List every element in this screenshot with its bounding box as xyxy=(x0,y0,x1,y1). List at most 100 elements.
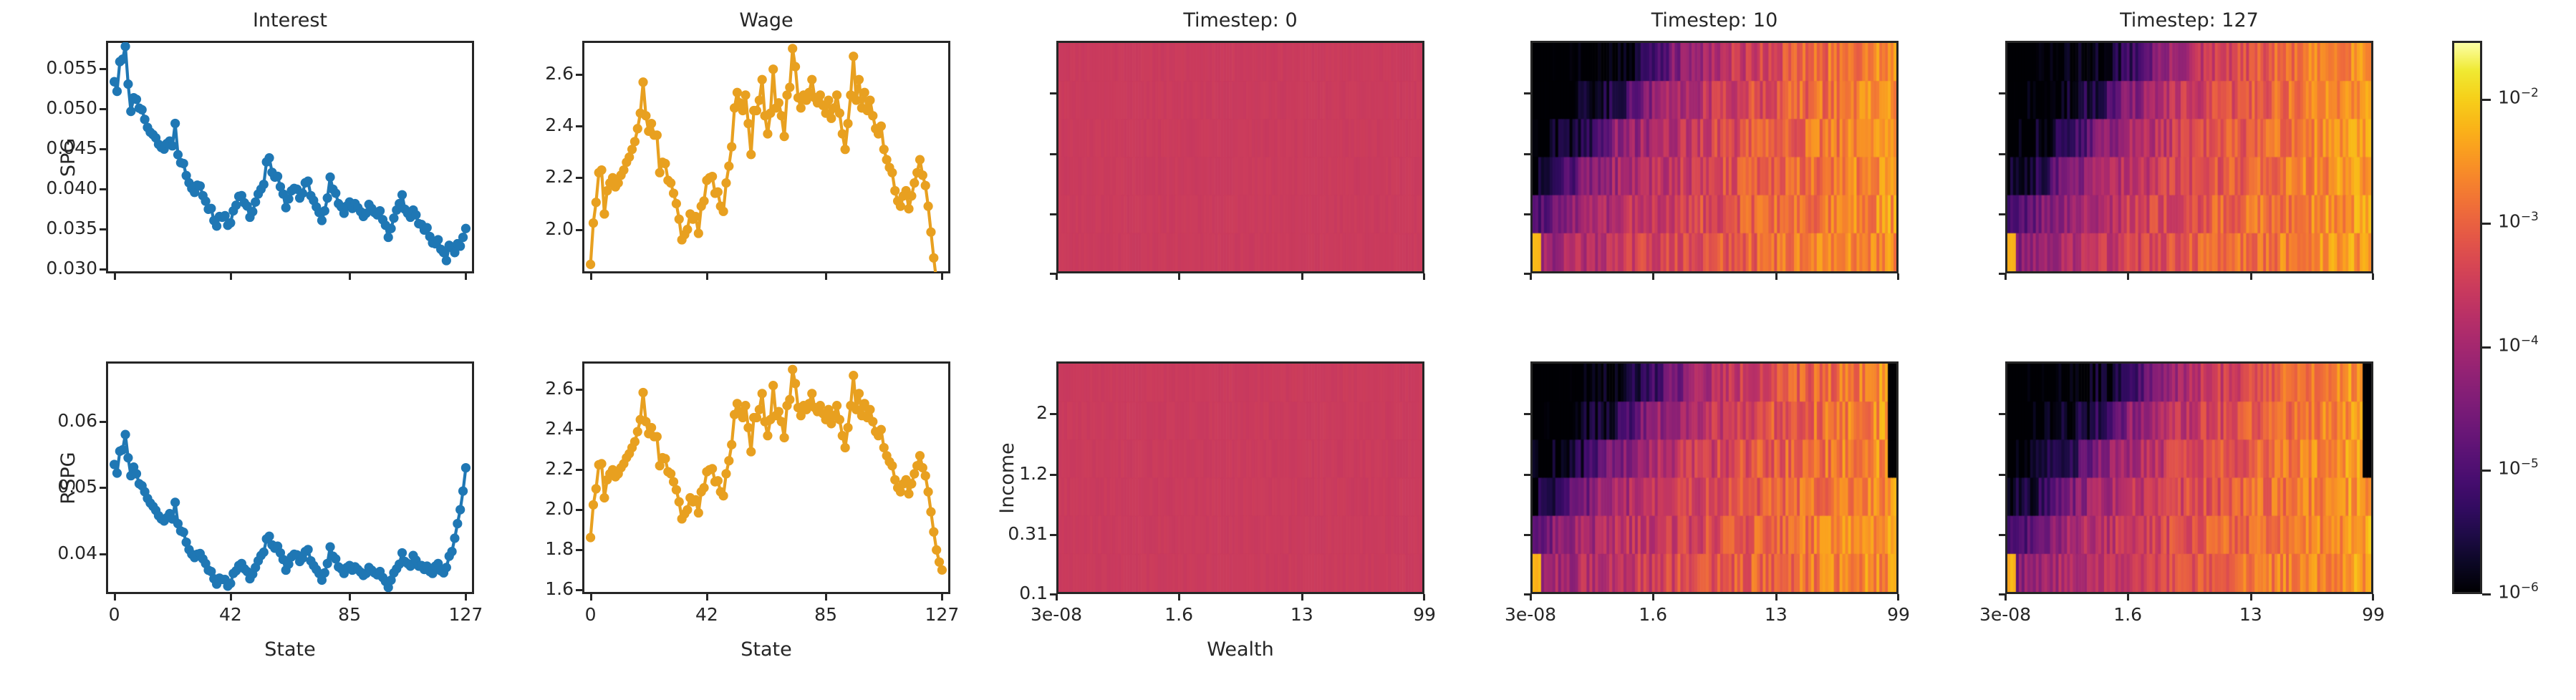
colorbar-tick-base: 10 xyxy=(2498,210,2521,232)
wage_rspg-ytick-label: 2.0 xyxy=(545,498,574,520)
colorbar-tick-mark xyxy=(2482,99,2491,102)
heat_t0_top-panel xyxy=(1056,41,1424,273)
interest_spg-ytick-label: 0.045 xyxy=(46,137,97,159)
colorbar-tick-label: 10−4 xyxy=(2498,334,2539,355)
interest_spg-ytick-mark xyxy=(100,188,106,191)
interest_spg-ytick-mark xyxy=(100,108,106,111)
wage_rspg-xtick-label: 127 xyxy=(925,604,960,625)
wage_spg-ytick-label: 2.6 xyxy=(545,62,574,84)
wage_spg-title: Wage xyxy=(739,9,793,31)
wage_spg-xtick-mark xyxy=(825,273,828,280)
colorbar-tick-base: 10 xyxy=(2498,334,2521,356)
colorbar-tick-exponent: −6 xyxy=(2520,580,2539,595)
interest_rspg-ytick-mark xyxy=(100,553,106,556)
wage_rspg-ytick-label: 2.2 xyxy=(545,458,574,480)
colorbar-tick-exponent: −2 xyxy=(2520,86,2539,101)
interest_rspg-ytick-label: 0.06 xyxy=(57,409,97,431)
heat_t0_top-xtick-mark xyxy=(1056,273,1058,280)
heat_t127_top-xtick-mark xyxy=(2249,273,2252,280)
interest_rspg-ytick-mark xyxy=(100,487,106,490)
interest_spg-ytick-mark xyxy=(100,228,106,231)
interest_spg-ytick-label: 0.030 xyxy=(46,258,97,279)
heat_t0_bottom-ytick-mark xyxy=(1050,534,1056,537)
interest_spg-xtick-mark xyxy=(113,273,116,280)
wage_spg-xtick-mark xyxy=(589,273,592,280)
heat_t10_bottom-xtick-label: 13 xyxy=(1764,604,1788,625)
heat_t127_bottom-panel xyxy=(2005,361,2373,594)
interest_spg-ytick-label: 0.050 xyxy=(46,97,97,119)
interest_spg-xtick-mark xyxy=(229,273,232,280)
heat_t0_bottom-ytick-label: 1.2 xyxy=(1019,462,1048,484)
heat_t127_bottom-xtick-label: 99 xyxy=(2362,604,2385,625)
interest_spg-ytick-label: 0.040 xyxy=(46,178,97,199)
interest_rspg-xtick-mark xyxy=(465,594,468,601)
wage_rspg-xtick-label: 85 xyxy=(814,604,837,625)
colorbar-tick-base: 10 xyxy=(2498,457,2521,479)
heat_t127_top-heatmap-image xyxy=(2007,43,2371,271)
wage_rspg-ytick-mark xyxy=(576,469,582,472)
heat_t10_bottom-heatmap-image xyxy=(1533,364,1896,592)
heat_t127_top-xtick-mark xyxy=(2372,273,2374,280)
colorbar-gradient xyxy=(2454,43,2480,592)
heat_t10_bottom-panel xyxy=(1530,361,1899,594)
wage_rspg-ytick-mark xyxy=(576,389,582,392)
heat_t0_top-ytick-mark xyxy=(1050,152,1056,155)
interest_spg-ytick-mark xyxy=(100,148,106,151)
interest_rspg-xtick-label: 0 xyxy=(108,604,120,625)
colorbar-tick-exponent: −4 xyxy=(2520,333,2539,348)
wage_spg-ytick-label: 2.4 xyxy=(545,115,574,136)
heat_t10_top-xtick-mark xyxy=(1775,273,1777,280)
wage_spg-ytick-mark xyxy=(576,73,582,76)
heat_t10_bottom-ytick-mark xyxy=(1524,534,1530,537)
interest_rspg-xtick-mark xyxy=(113,594,116,601)
heat_t10_bottom-xtick-mark xyxy=(1652,594,1655,601)
interest_rspg-xtick-mark xyxy=(349,594,352,601)
interest_spg-ytick-label: 0.035 xyxy=(46,218,97,239)
heat_t0_top-xtick-mark xyxy=(1178,273,1181,280)
wage_rspg-ytick-mark xyxy=(576,549,582,552)
heat_t0_bottom-panel xyxy=(1056,361,1424,594)
interest_spg-xtick-mark xyxy=(465,273,468,280)
interest_spg-panel xyxy=(106,41,474,273)
heat_t0_bottom-ytick-mark xyxy=(1050,473,1056,476)
heat_t10_bottom-xtick-mark xyxy=(1530,594,1532,601)
heat_t127_top-ytick-mark xyxy=(1999,152,2005,155)
heat_t0_top-ytick-mark xyxy=(1050,273,1056,275)
colorbar-tick-base: 10 xyxy=(2498,581,2521,603)
wage_rspg-xtick-label: 0 xyxy=(584,604,597,625)
heat_t10_top-xtick-mark xyxy=(1652,273,1655,280)
heat_t127_bottom-ytick-mark xyxy=(1999,413,2005,416)
heat_t10_top-ytick-mark xyxy=(1524,213,1530,216)
heat_t127_bottom-xtick-label: 3e-08 xyxy=(1979,604,2032,625)
heat_t127_bottom-ytick-mark xyxy=(1999,593,2005,596)
heat_t127_bottom-xtick-mark xyxy=(2127,594,2130,601)
heat_t0_bottom-ytick-label: 0.31 xyxy=(1008,523,1048,545)
interest_spg-title: Interest xyxy=(252,9,328,31)
heat_t10_bottom-xtick-mark xyxy=(1775,594,1777,601)
heat_t0_bottom-ytick-mark xyxy=(1050,413,1056,416)
heat_t0_bottom-xtick-label: 1.6 xyxy=(1164,604,1194,625)
interest_rspg-xtick-label: 127 xyxy=(448,604,483,625)
heat_t10_top-ytick-mark xyxy=(1524,92,1530,95)
heat_t10_top-title: Timestep: 10 xyxy=(1651,9,1778,31)
heat_t10_top-heatmap-image xyxy=(1533,43,1896,271)
heat_t10_top-xtick-mark xyxy=(1897,273,1899,280)
colorbar-tick-label: 10−5 xyxy=(2498,457,2539,478)
heat_t10_top-ytick-mark xyxy=(1524,152,1530,155)
interest_rspg-xtick-label: 85 xyxy=(338,604,361,625)
heat_t0_bottom-xlabel: Wealth xyxy=(1207,638,1274,661)
wage_spg-ytick-label: 2.0 xyxy=(545,218,574,239)
interest_rspg-xtick-mark xyxy=(229,594,232,601)
heat_t127_top-ytick-mark xyxy=(1999,213,2005,216)
heat_t10_bottom-xtick-label: 3e-08 xyxy=(1504,604,1557,625)
interest_rspg-ytick-label: 0.05 xyxy=(57,476,97,497)
wage_spg-ytick-mark xyxy=(576,177,582,180)
heat_t0_top-heatmap-image xyxy=(1058,43,1422,271)
wage_rspg-ytick-mark xyxy=(576,429,582,432)
colorbar-tick-base: 10 xyxy=(2498,87,2521,108)
heat_t127_bottom-ytick-mark xyxy=(1999,534,2005,537)
wage_rspg-xtick-mark xyxy=(941,594,944,601)
heat_t10_bottom-xtick-label: 99 xyxy=(1887,604,1910,625)
heat_t10_bottom-ytick-mark xyxy=(1524,593,1530,596)
